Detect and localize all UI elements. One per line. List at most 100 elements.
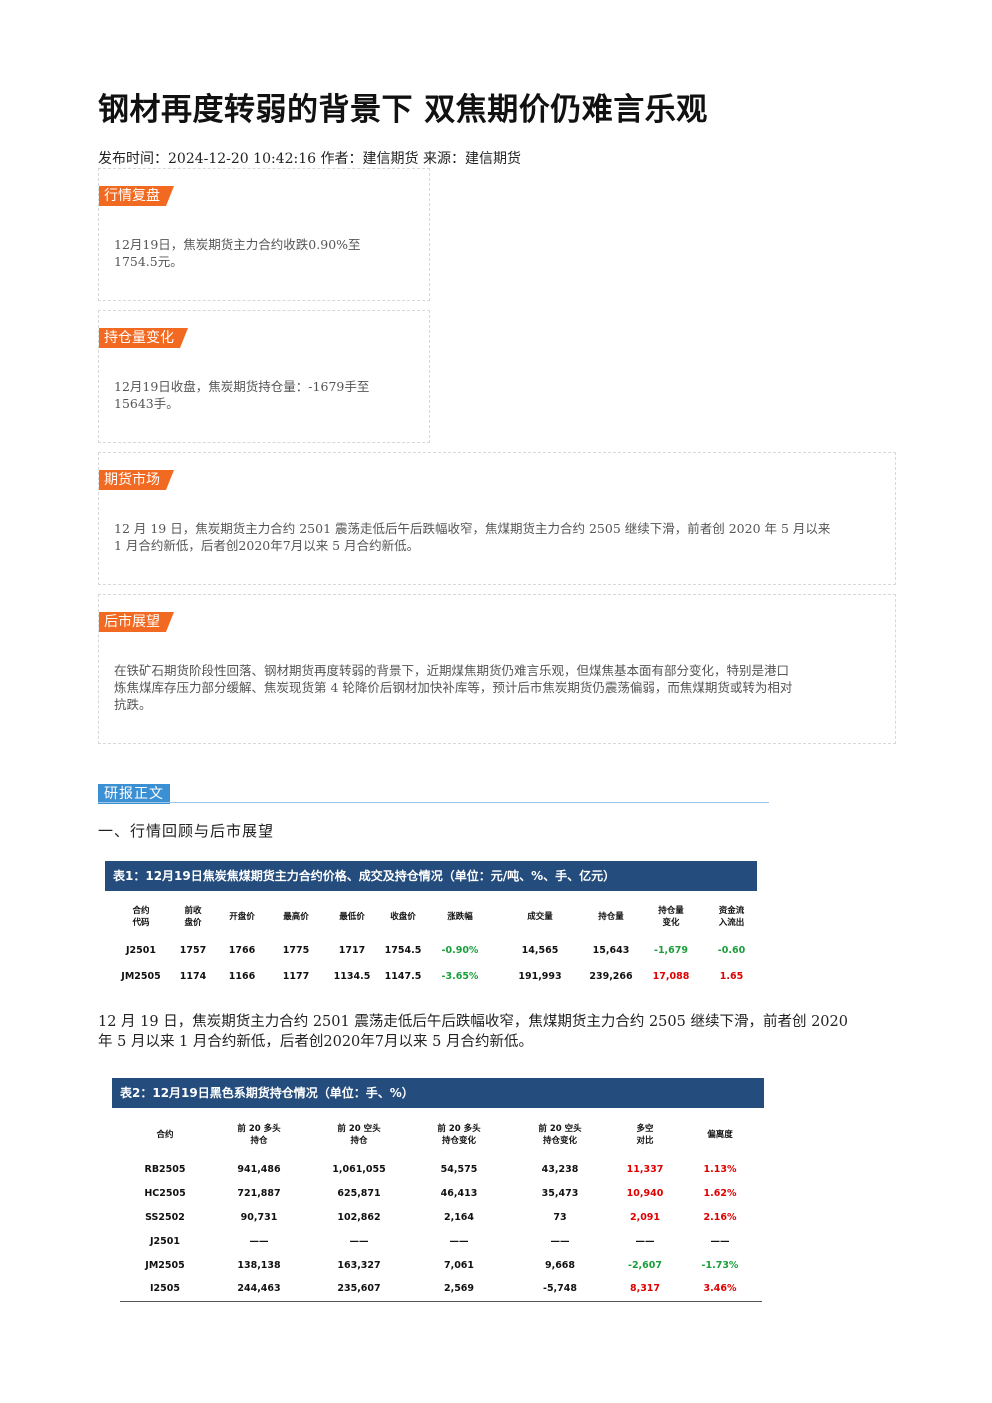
table-cell: 1166 <box>228 970 256 982</box>
table-cell: 35,473 <box>541 1187 579 1199</box>
table-cell: 941,486 <box>237 1163 281 1175</box>
table-cell: 625,871 <box>337 1187 381 1199</box>
table-cell: 10,940 <box>626 1187 664 1199</box>
table-cell: 1,061,055 <box>332 1163 386 1175</box>
table-cell: —— <box>550 1235 570 1247</box>
table-cell: 2,569 <box>443 1283 475 1295</box>
table-cell: -1.73% <box>701 1259 739 1271</box>
table-cell: 8,317 <box>629 1283 661 1295</box>
table-header-cell: 开盘价 <box>229 912 255 922</box>
card-text: 在铁矿石期货阶段性回落、钢材期货再度转弱的背景下，近期煤焦期货仍难言乐观，但煤焦… <box>114 663 793 712</box>
section-tag: 研报正文 <box>98 784 170 804</box>
table-cell: 1177 <box>282 970 310 982</box>
table-header-cell: 最低价 <box>339 912 365 922</box>
table-cell: —— <box>710 1235 730 1247</box>
table-cell: —— <box>449 1235 469 1247</box>
table-cell: 1.65 <box>719 970 744 982</box>
table-cell: 54,575 <box>440 1163 478 1175</box>
card-position-change: 持仓量变化 12月19日收盘，焦炭期货持仓量：-1679手至 15643手。 <box>98 310 430 443</box>
table-cell: 1174 <box>179 970 207 982</box>
table-header-cell: 成交量 <box>527 912 553 922</box>
table-cell: 244,463 <box>237 1283 281 1295</box>
table-header-cell: 前收 盘价 <box>184 906 202 928</box>
table-row: JM2505 138,138 163,327 7,061 9,668 -2,607 -1.7… <box>120 1253 762 1277</box>
table-row: I2505 244,463 235,607 2,569 -5,748 8,317 3.46% <box>120 1277 762 1301</box>
table-cell: 1.13% <box>703 1163 737 1175</box>
table-cell: 1717 <box>338 944 366 956</box>
table2-caption: 表2：12月19日黑色系期货持仓情况（单位：手、%） <box>112 1078 764 1108</box>
table-cell: 1775 <box>282 944 310 956</box>
section-divider <box>98 802 769 803</box>
table-header-cell: 合约 <box>156 1130 174 1140</box>
table-cell: 7,061 <box>443 1259 475 1271</box>
table-cell: 1757 <box>179 944 207 956</box>
table-header-cell: 资金流 入流出 <box>718 906 745 928</box>
table-cell: 11,337 <box>626 1163 664 1175</box>
table-cell: J2501 <box>126 944 156 956</box>
table-cell: 1147.5 <box>384 970 422 982</box>
table-cell: 46,413 <box>440 1187 478 1199</box>
table-cell: 239,266 <box>589 970 633 982</box>
card-tag: 期货市场 <box>99 470 174 490</box>
table-cell: -0.60 <box>717 944 746 956</box>
table-row: JM2505 1174 1166 1177 1134.5 1147.5 -3.65% 191,… <box>112 963 757 989</box>
table-header-cell: 收盘价 <box>390 912 416 922</box>
table-cell: 163,327 <box>337 1259 381 1271</box>
table-cell: 2.16% <box>703 1211 737 1223</box>
table-header-row: 合约 代码 前收 盘价 开盘价 最高价 最低价 收盘价 涨跌幅 成交量 持仓量 持仓量 变化 资金流 入流出 <box>112 897 757 937</box>
table-cell: 2,091 <box>629 1211 661 1223</box>
card-tag: 持仓量变化 <box>99 328 188 348</box>
table-cell: 721,887 <box>237 1187 281 1199</box>
table-cell: 17,088 <box>652 970 690 982</box>
table-row: HC2505 721,887 625,871 46,413 35,473 10,940 1.… <box>120 1181 762 1205</box>
table-cell: 9,668 <box>544 1259 576 1271</box>
table-cell: 235,607 <box>337 1283 381 1295</box>
table-cell: J2501 <box>150 1235 180 1247</box>
table-cell: SS2502 <box>145 1211 185 1223</box>
table-cell: 73 <box>553 1211 567 1223</box>
table-header-cell: 多空 对比 <box>636 1124 654 1146</box>
article-title: 钢材再度转弱的背景下 双焦期价仍难言乐观 <box>98 92 708 128</box>
table-header-cell: 持仓量 <box>598 912 624 922</box>
table-header-cell: 前 20 多头 持仓变化 <box>437 1124 481 1146</box>
card-text: 12月19日，焦炭期货主力合约收跌0.90%至 1754.5元。 <box>114 237 361 269</box>
table-row: J2501 —— —— —— —— —— —— <box>120 1229 762 1253</box>
card-text: 12月19日收盘，焦炭期货持仓量：-1679手至 15643手。 <box>114 379 370 411</box>
table-cell: -1,679 <box>654 944 688 956</box>
table-header-cell: 合约 代码 <box>132 906 150 928</box>
table-cell: 2,164 <box>443 1211 475 1223</box>
table-cell: 1134.5 <box>333 970 371 982</box>
table-cell: 15,643 <box>592 944 630 956</box>
table-cell: 1.62% <box>703 1187 737 1199</box>
table-row: RB2505 941,486 1,061,055 54,575 43,238 11,337… <box>120 1157 762 1181</box>
section-heading: 一、行情回顾与后市展望 <box>98 822 275 840</box>
table-row: SS2502 90,731 102,862 2,164 73 2,091 2.16% <box>120 1205 762 1229</box>
table2: 合约 前 20 多头 持仓 前 20 空头 持仓 前 20 多头 持仓变化 前 20 空头 持仓… <box>120 1113 762 1302</box>
table-cell: 138,138 <box>237 1259 281 1271</box>
card-outlook: 后市展望 在铁矿石期货阶段性回落、钢材期货再度转弱的背景下，近期煤焦期货仍难言乐… <box>98 594 896 744</box>
table-header-cell: 持仓量 变化 <box>658 906 684 928</box>
table-cell: 1754.5 <box>384 944 422 956</box>
table-header-row: 合约 前 20 多头 持仓 前 20 空头 持仓 前 20 多头 持仓变化 前 20 空头 持仓… <box>120 1113 762 1157</box>
table-header-cell: 前 20 多头 持仓 <box>237 1124 281 1146</box>
body-paragraph: 12 月 19 日，焦炭期货主力合约 2501 震荡走低后午后跌幅收窄，焦煤期货… <box>98 1014 848 1050</box>
table-cell: JM2505 <box>145 1259 185 1271</box>
card-tag: 后市展望 <box>99 612 174 632</box>
table-cell: —— <box>349 1235 369 1247</box>
table-cell: -0.90% <box>441 944 479 956</box>
table-cell: JM2505 <box>121 970 161 982</box>
table-cell: —— <box>249 1235 269 1247</box>
table-cell: 43,238 <box>541 1163 579 1175</box>
table-cell: -3.65% <box>441 970 479 982</box>
table-cell: —— <box>635 1235 655 1247</box>
table1-caption: 表1：12月19日焦炭焦煤期货主力合约价格、成交及持仓情况（单位：元/吨、%、手… <box>105 861 757 891</box>
card-futures-market: 期货市场 12 月 19 日，焦炭期货主力合约 2501 震荡走低后午后跌幅收窄… <box>98 452 896 585</box>
table-header-cell: 偏离度 <box>707 1130 733 1140</box>
card-tag: 行情复盘 <box>99 186 174 206</box>
article-meta: 发布时间：2024-12-20 10:42:16 作者：建信期货 来源：建信期货 <box>98 151 521 167</box>
table-cell: 3.46% <box>703 1283 737 1295</box>
table-cell: RB2505 <box>144 1163 186 1175</box>
table-cell: I2505 <box>150 1283 180 1295</box>
table-header-cell: 涨跌幅 <box>447 912 473 922</box>
table1: 合约 代码 前收 盘价 开盘价 最高价 最低价 收盘价 涨跌幅 成交量 持仓量 持仓量 变化 资金流 入流出… <box>112 897 757 989</box>
